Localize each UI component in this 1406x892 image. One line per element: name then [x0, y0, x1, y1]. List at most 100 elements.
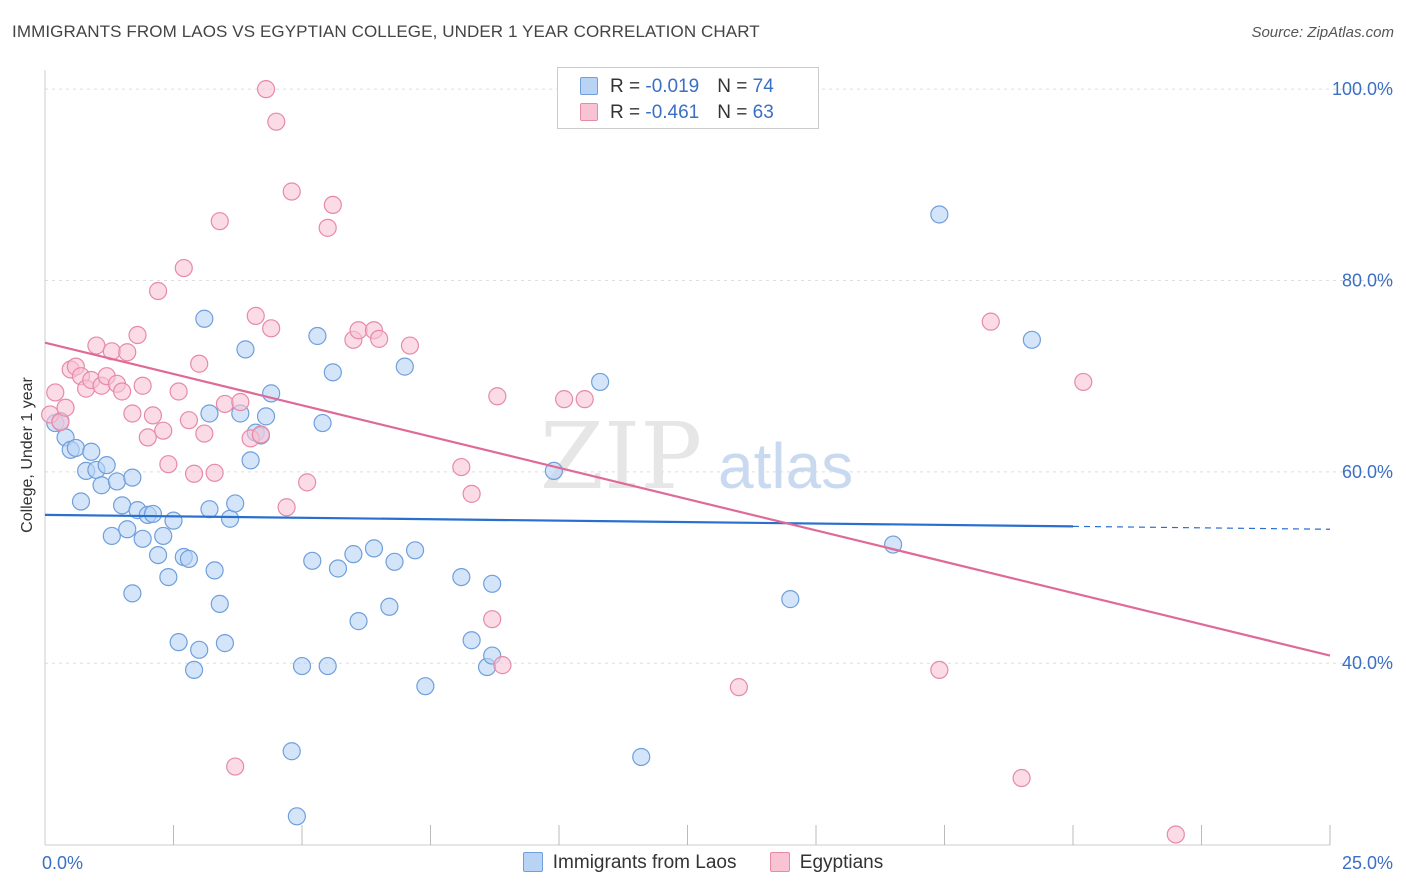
point-egyptians-36: [246, 306, 265, 325]
point-egyptians-18: [133, 376, 152, 395]
point-laos-30: [195, 309, 214, 328]
point-laos-62: [452, 567, 471, 587]
point-laos-60: [405, 541, 425, 560]
point-egyptians-31: [210, 212, 229, 231]
point-laos-43: [256, 407, 276, 426]
point-laos-55: [349, 612, 368, 631]
point-laos-25: [169, 633, 188, 652]
legend-row-egyptians: R = -0.461 N = 63: [580, 102, 774, 126]
point-egyptians-9: [87, 336, 106, 355]
point-egyptians-27: [184, 464, 204, 483]
point-egyptians-44: [318, 218, 337, 237]
point-egyptians-37: [251, 425, 270, 444]
point-laos-29: [190, 640, 209, 659]
point-laos-57: [380, 597, 399, 616]
point-laos-59: [395, 357, 414, 376]
correlation-legend: R = -0.019 N = 74 R = -0.461 N = 63: [557, 67, 819, 129]
point-laos-5: [71, 492, 91, 511]
point-laos-13: [112, 496, 132, 515]
trend-line-laos: [44, 513, 1074, 528]
point-egyptians-57: [575, 390, 594, 409]
point-egyptians-51: [452, 457, 471, 477]
point-egyptians-60: [981, 312, 1000, 331]
point-egyptians-15: [118, 343, 137, 362]
point-egyptians-3: [56, 398, 75, 417]
point-laos-68: [591, 372, 610, 392]
point-egyptians-58: [729, 678, 749, 697]
point-laos-12: [107, 472, 127, 491]
point-laos-48: [303, 551, 322, 570]
point-laos-21: [148, 545, 168, 565]
point-laos-69: [632, 747, 651, 767]
legend-n-laos: 74: [752, 76, 774, 97]
point-laos-16: [123, 584, 142, 603]
watermark-zip: ZIP: [540, 403, 702, 510]
point-laos-32: [200, 404, 219, 423]
point-egyptians-19: [138, 428, 157, 447]
trend-lines: [44, 341, 1331, 657]
x-tick-label-1: 25.0%: [1342, 853, 1393, 873]
point-egyptians-26: [179, 411, 199, 430]
point-egyptians-17: [128, 325, 147, 345]
point-laos-36: [220, 509, 240, 528]
point-laos-35: [215, 634, 234, 653]
point-laos-28: [184, 660, 204, 680]
point-laos-52: [323, 363, 342, 382]
trend-line-egyptians: [44, 341, 1331, 657]
point-laos-22: [154, 526, 173, 546]
legend-item-laos: Immigrants from Laos: [522, 852, 737, 874]
y-tick-label-3: 100.0%: [1332, 79, 1393, 99]
point-laos-31: [200, 500, 219, 519]
trend-extension-laos: [1072, 525, 1331, 530]
point-egyptians-23: [159, 455, 178, 474]
point-egyptians-33: [226, 757, 245, 776]
legend-swatch-egyptians: [580, 103, 598, 121]
series-legend: Immigrants from Laos Egyptians: [0, 852, 1406, 874]
point-egyptians-14: [112, 382, 132, 401]
point-egyptians-22: [154, 421, 173, 440]
points-layer: [41, 80, 1185, 844]
point-egyptians-56: [555, 390, 574, 409]
point-laos-49: [308, 326, 327, 346]
point-egyptians-39: [262, 319, 281, 338]
point-laos-63: [462, 631, 481, 650]
point-egyptians-55: [493, 656, 512, 675]
point-egyptians-41: [277, 498, 296, 517]
legend-swatch-laos: [580, 77, 598, 95]
point-egyptians-43: [298, 473, 317, 492]
point-laos-39: [236, 340, 255, 359]
x-tick-label-0: 0.0%: [42, 853, 83, 873]
point-egyptians-38: [256, 80, 276, 99]
point-egyptians-28: [190, 354, 209, 373]
point-laos-70: [781, 590, 800, 609]
point-laos-11: [102, 526, 121, 546]
point-laos-54: [344, 545, 363, 564]
point-egyptians-42: [282, 182, 301, 201]
point-egyptians-54: [488, 387, 507, 406]
point-laos-46: [287, 807, 306, 826]
point-laos-73: [1022, 330, 1041, 349]
point-egyptians-32: [215, 394, 234, 414]
point-laos-56: [364, 539, 384, 558]
point-egyptians-1: [46, 383, 65, 402]
y-tick-label-0: 40.0%: [1342, 653, 1393, 673]
point-egyptians-59: [930, 660, 949, 680]
point-egyptians-25: [174, 258, 193, 278]
point-laos-34: [210, 594, 229, 613]
point-egyptians-20: [143, 406, 163, 425]
point-laos-51: [318, 656, 337, 676]
point-egyptians-50: [400, 336, 420, 355]
point-laos-20: [143, 504, 163, 524]
point-laos-15: [123, 468, 142, 487]
point-egyptians-16: [123, 404, 142, 423]
tick-labels: 40.0% 60.0% 80.0% 100.0% 0.0% 25.0%: [42, 79, 1393, 873]
point-laos-65: [483, 574, 502, 593]
point-egyptians-45: [323, 195, 342, 215]
point-laos-50: [313, 413, 332, 433]
legend-n-egyptians: 63: [752, 102, 774, 123]
y-tick-label-2: 80.0%: [1342, 270, 1393, 290]
point-egyptians-49: [370, 329, 389, 348]
point-egyptians-53: [483, 610, 502, 629]
point-egyptians-62: [1074, 372, 1093, 392]
